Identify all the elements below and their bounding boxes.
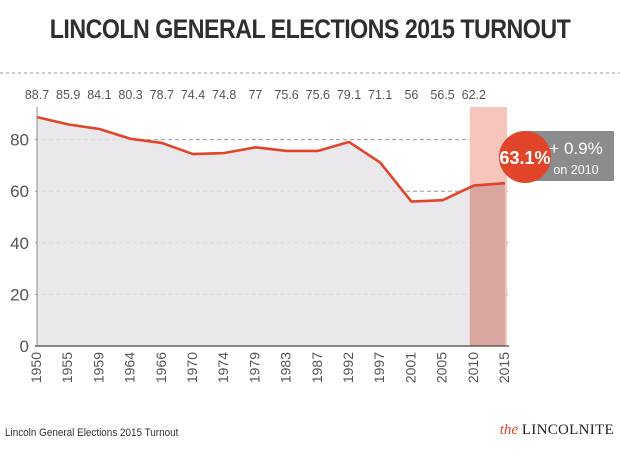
x-tick-label: 1997 xyxy=(371,352,387,383)
x-tick-label: 1987 xyxy=(309,352,325,383)
data-label: 79.1 xyxy=(337,88,361,102)
x-tick-label: 1966 xyxy=(153,352,169,383)
y-tick-label: 60 xyxy=(10,182,29,201)
data-label: 78.7 xyxy=(150,88,174,102)
y-tick-label: 20 xyxy=(10,285,29,304)
footer-caption: Lincoln General Elections 2015 Turnout xyxy=(5,427,179,439)
data-label: 77 xyxy=(248,88,262,102)
y-tick-label: 80 xyxy=(10,131,29,150)
axes xyxy=(35,107,509,347)
x-tick-label: 1955 xyxy=(59,352,75,383)
brand-logo-prefix: the xyxy=(499,422,519,438)
y-tick-label: 0 xyxy=(20,337,29,356)
x-tick-label: 1992 xyxy=(340,352,356,383)
chart-title: LINCOLN GENERAL ELECTIONS 2015 TURNOUT xyxy=(49,14,571,44)
data-label: 84.1 xyxy=(87,88,111,102)
change-subtext: on 2010 xyxy=(553,163,598,177)
series-line-path xyxy=(36,115,506,203)
area-fill xyxy=(37,117,505,347)
data-label: 85.9 xyxy=(56,88,80,102)
x-tick-label: 1979 xyxy=(246,352,262,383)
data-label: 71.1 xyxy=(368,88,392,102)
data-label: 75.6 xyxy=(306,88,330,102)
value-badge-label: 63.1% xyxy=(499,148,550,168)
change-value: + 0.9% xyxy=(549,139,602,158)
x-tick-label: 1970 xyxy=(184,352,200,383)
x-tick-label: 2001 xyxy=(402,352,418,383)
value-badge xyxy=(499,131,551,183)
area-polygon xyxy=(37,117,505,347)
data-label: 75.6 xyxy=(274,88,298,102)
x-tick-labels: 1950 1955 1959 1964 1966 1970 1974 1979 1983 1987… xyxy=(28,352,512,383)
y-tick-labels: 0 20 40 60 80 xyxy=(10,131,29,356)
data-label: 74.8 xyxy=(212,88,236,102)
x-tick-label: 1964 xyxy=(122,352,138,383)
x-tick-label: 2005 xyxy=(434,352,450,383)
x-tick-label: 2015 xyxy=(496,352,512,383)
value-labels: 88.7 85.9 84.1 80.3 78.7 74.4 74.8 77 75.6 75.6 79… xyxy=(25,88,486,102)
brand-logo: the LINCOLNITE xyxy=(500,422,614,439)
series-line xyxy=(36,115,506,203)
y-tick-label: 40 xyxy=(10,234,29,253)
data-label: 80.3 xyxy=(118,88,142,102)
x-tick-label: 2010 xyxy=(465,352,481,383)
data-label: 56 xyxy=(404,88,418,102)
data-label: 62.2 xyxy=(462,88,486,102)
x-tick-label: 1950 xyxy=(28,352,44,383)
data-label: 74.4 xyxy=(181,88,205,102)
x-tick-label: 1974 xyxy=(215,352,231,383)
data-label: 88.7 xyxy=(25,88,49,102)
data-label: 56.5 xyxy=(430,88,454,102)
x-tick-label: 1983 xyxy=(278,352,294,383)
x-tick-label: 1959 xyxy=(90,352,106,383)
brand-logo-name: LINCOLNITE xyxy=(521,422,614,438)
